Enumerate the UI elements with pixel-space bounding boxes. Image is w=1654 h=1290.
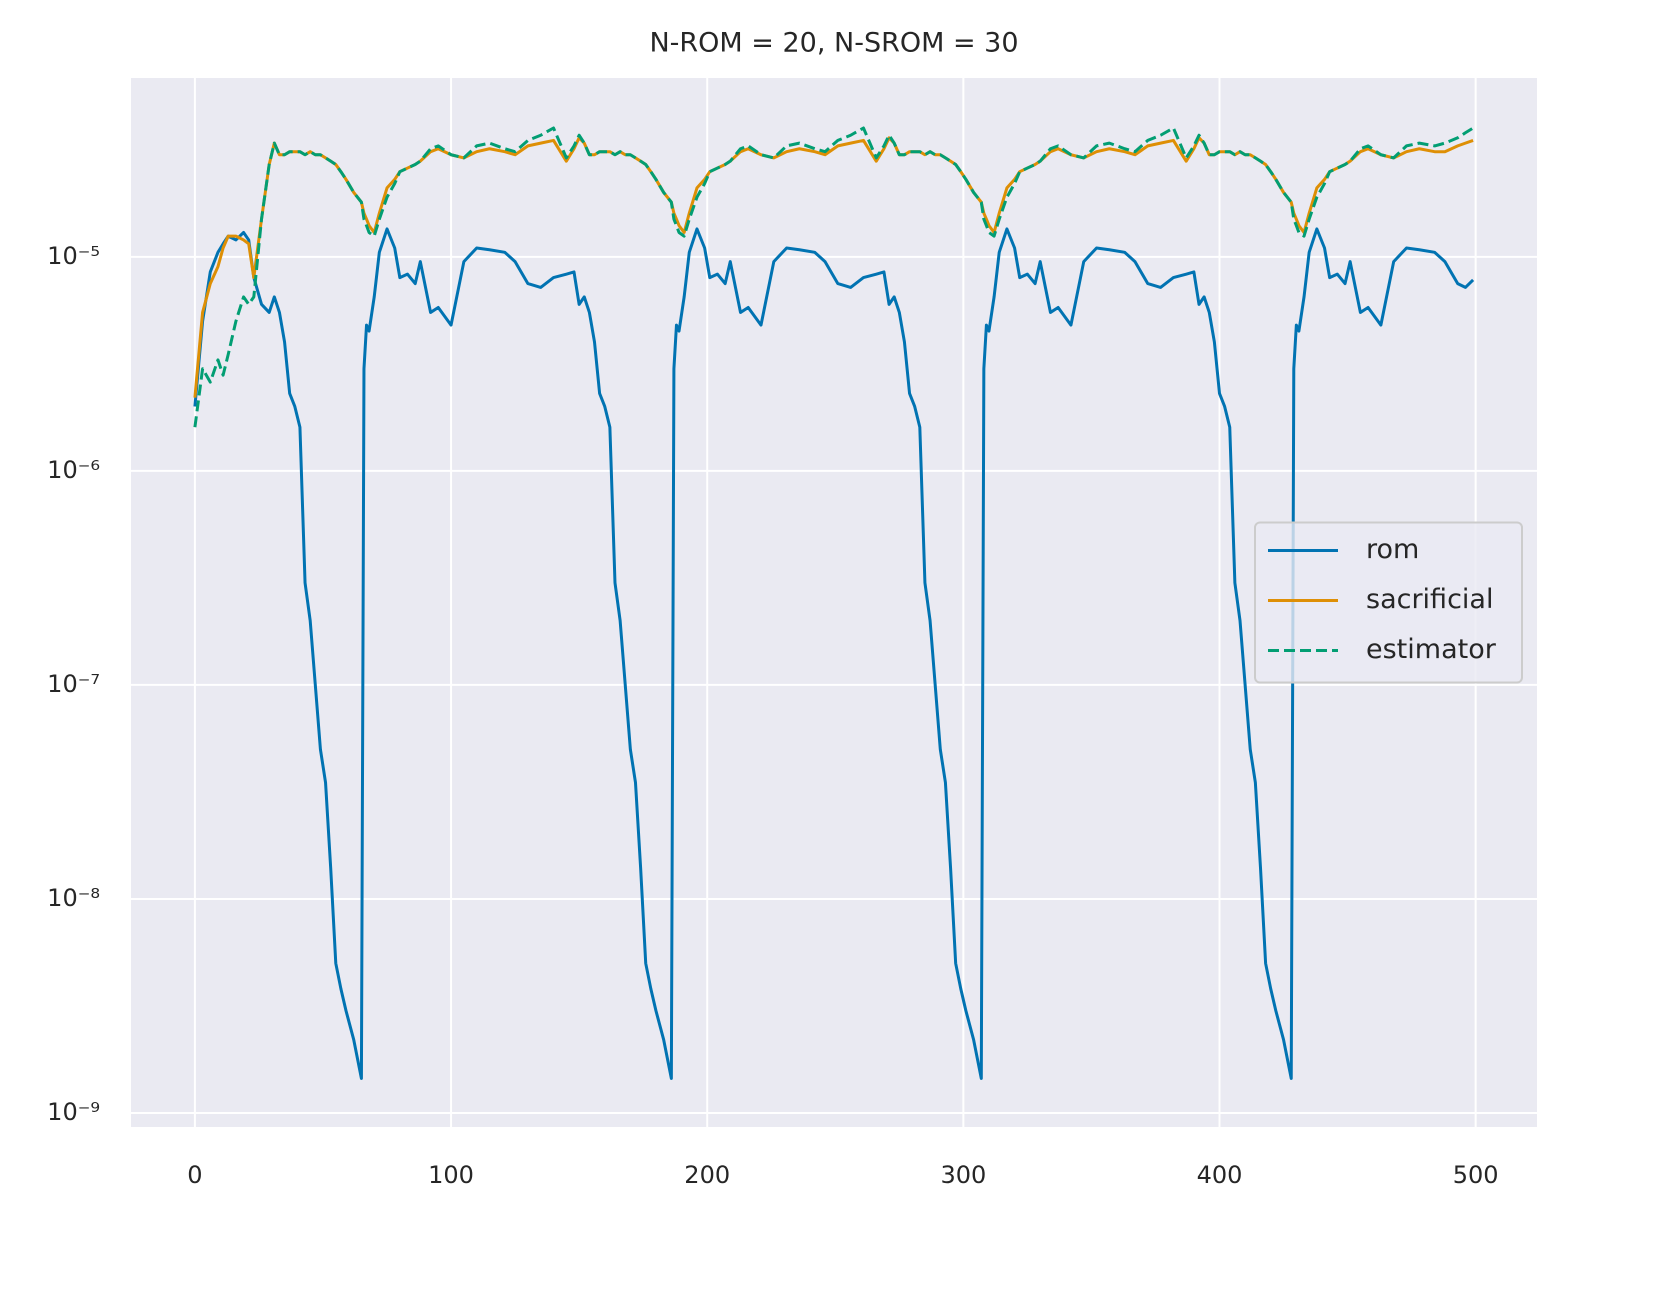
- x-tick-label: 200: [684, 1161, 730, 1189]
- x-tick-label: 400: [1197, 1161, 1243, 1189]
- line-series: [193, 227, 1475, 1080]
- legend-label: rom: [1366, 534, 1419, 565]
- y-tick-label: 10⁻⁸: [47, 884, 100, 912]
- x-tick-label: 0: [187, 1161, 202, 1189]
- legend: [1254, 521, 1523, 684]
- chart-title: N-ROM = 20, N-SROM = 30: [649, 28, 1018, 59]
- x-tick-label: 100: [428, 1161, 474, 1189]
- y-tick-label: 10⁻⁹: [47, 1098, 100, 1126]
- x-tick-label: 300: [940, 1161, 986, 1189]
- y-tick-label: 10⁻⁵: [47, 242, 100, 270]
- legend-label: sacrificial: [1366, 584, 1493, 615]
- y-tick-label: 10⁻⁷: [47, 670, 100, 698]
- x-tick-label: 500: [1453, 1161, 1499, 1189]
- legend-label: estimator: [1366, 634, 1497, 665]
- y-tick-label: 10⁻⁶: [47, 456, 100, 484]
- line-series: [193, 126, 1474, 428]
